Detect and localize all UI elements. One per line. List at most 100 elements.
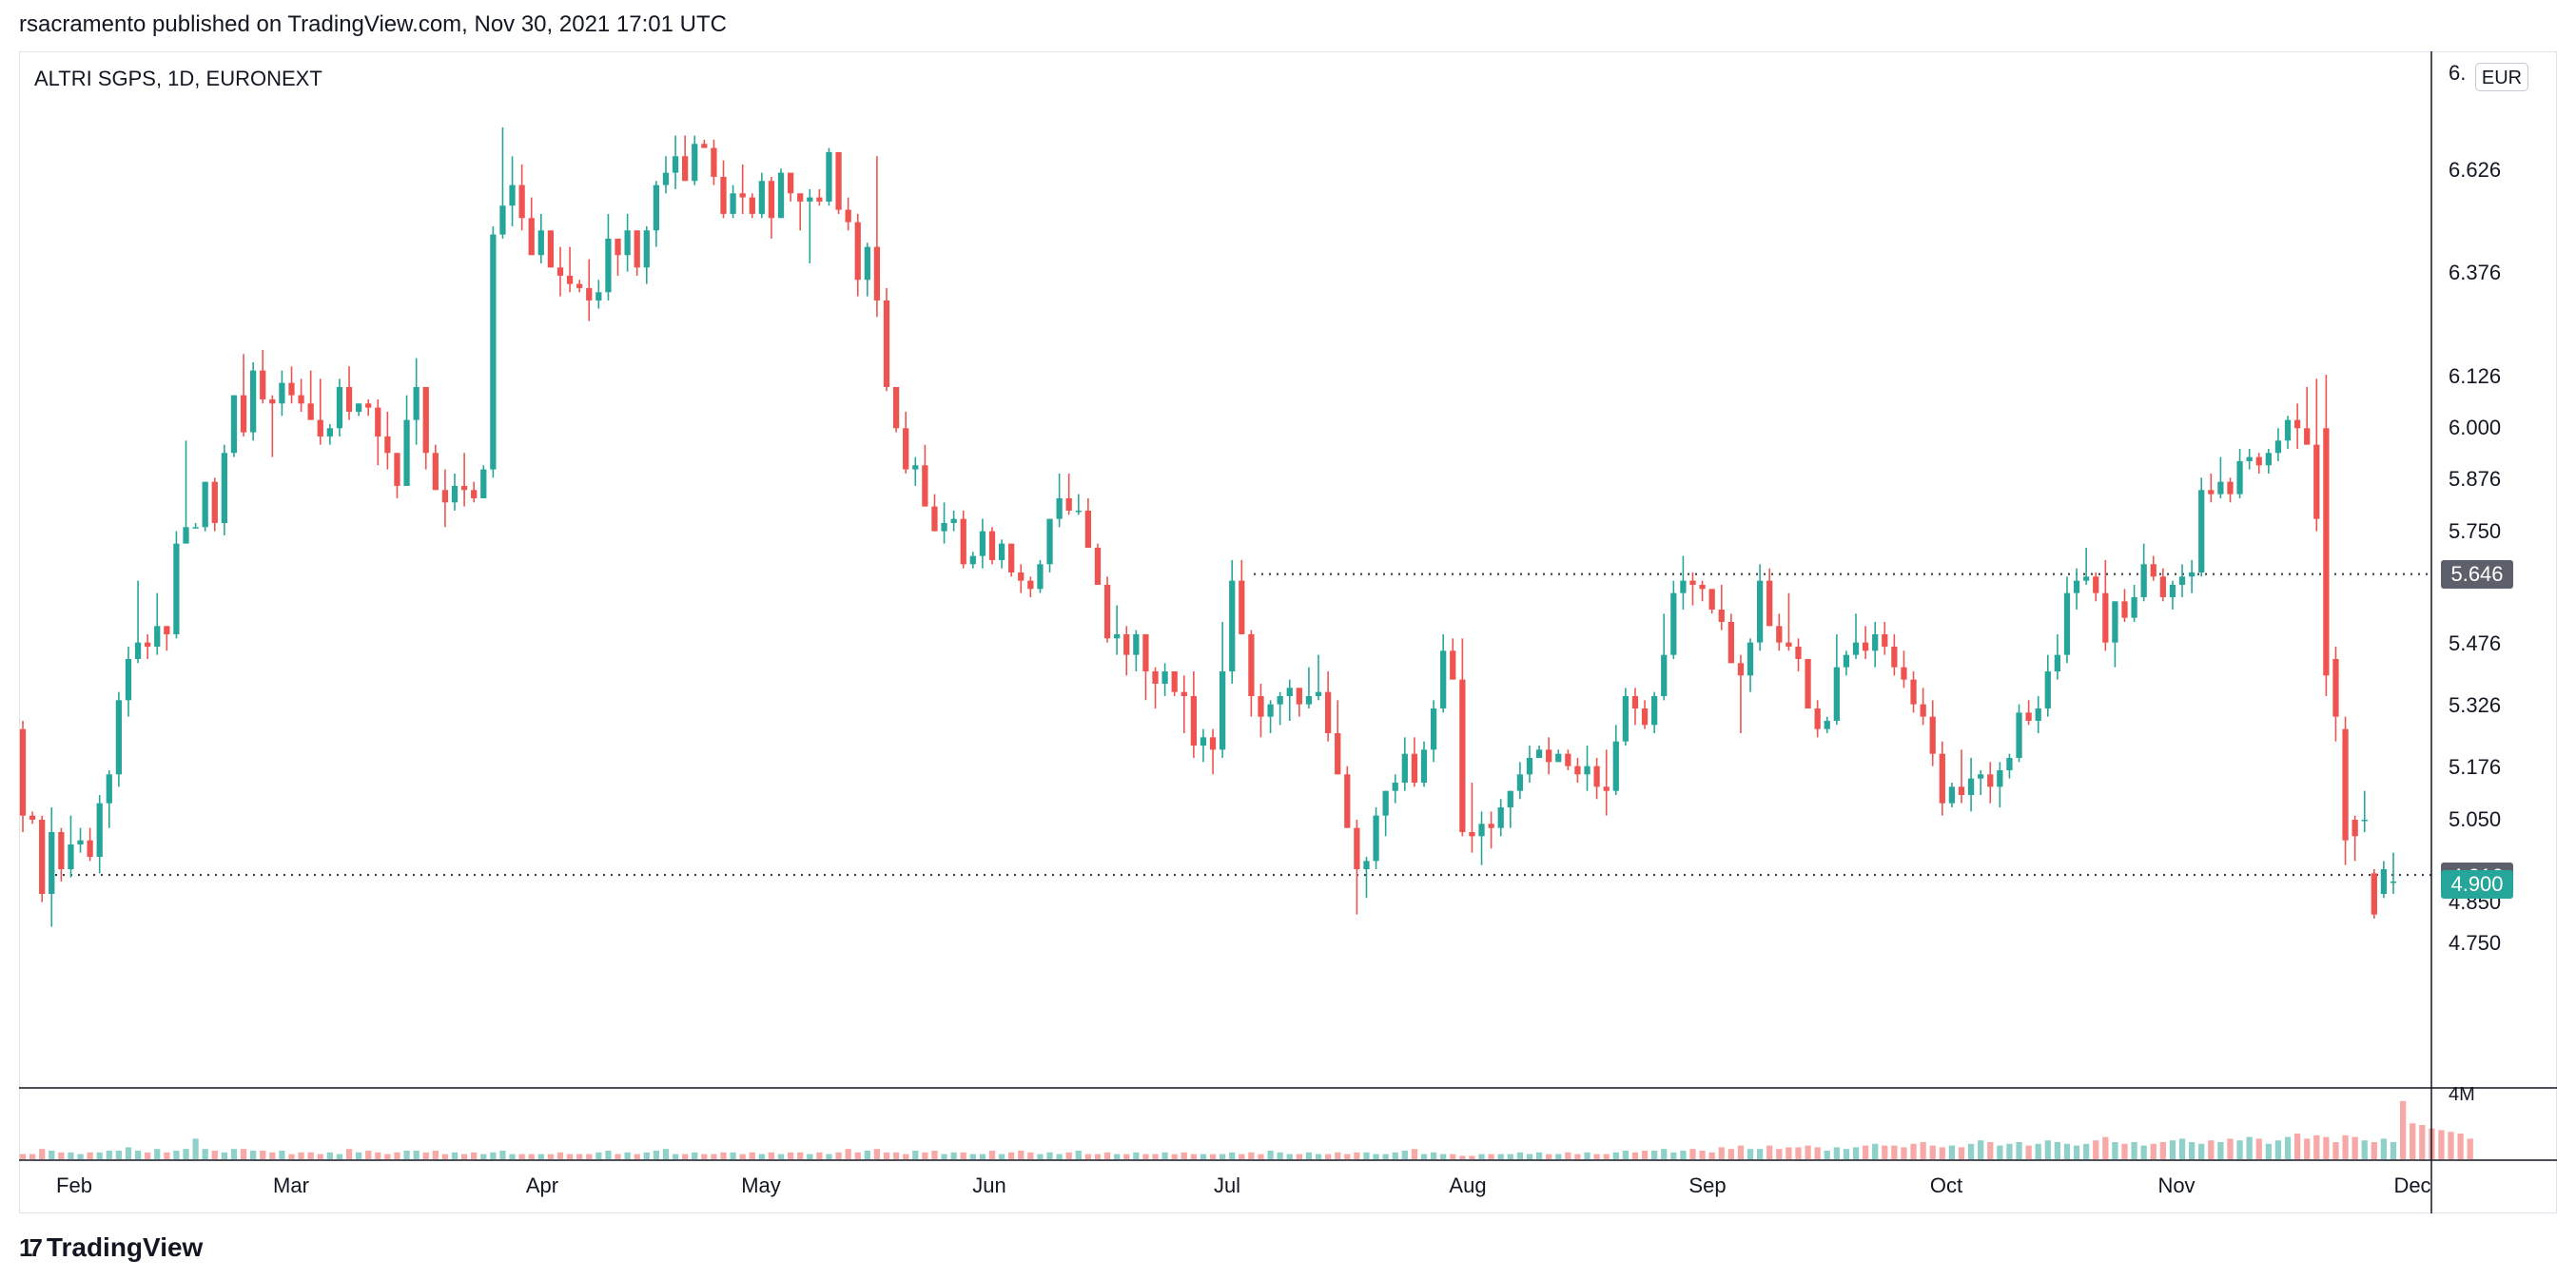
candle-body <box>375 407 381 436</box>
candle <box>1747 638 1754 692</box>
candle-body <box>720 176 727 214</box>
candle-body <box>394 453 400 486</box>
candle-body <box>403 419 410 486</box>
candle <box>2073 568 2080 610</box>
volume-bar <box>2255 1138 2262 1159</box>
candle <box>1862 626 1869 659</box>
volume-bar <box>576 1154 583 1159</box>
volume-bar <box>336 1154 343 1159</box>
candle-body <box>2208 490 2215 495</box>
candle <box>797 193 804 231</box>
volume-bar <box>1718 1147 1725 1159</box>
candle <box>173 531 180 639</box>
candle <box>1075 494 1082 515</box>
candle <box>441 469 449 528</box>
volume-bar <box>2025 1145 2032 1159</box>
candle <box>49 806 55 927</box>
candle <box>2112 601 2118 668</box>
candle <box>1958 749 1965 804</box>
candle <box>1920 688 1926 726</box>
candle-body <box>2236 460 2243 495</box>
candle-body <box>1161 670 1168 684</box>
candle <box>1756 564 1764 651</box>
candle <box>1641 700 1649 729</box>
candle <box>739 164 746 214</box>
volume-bar <box>1497 1154 1504 1159</box>
candle-body <box>1171 670 1178 692</box>
volume-bar <box>1315 1154 1322 1159</box>
volume-bar <box>1133 1152 1140 1159</box>
candle <box>1459 638 1466 837</box>
volume-bar <box>1872 1143 1879 1159</box>
volume-bar <box>2140 1145 2147 1159</box>
volume-bar <box>1171 1154 1178 1159</box>
candle <box>537 213 544 263</box>
candle-body <box>1335 732 1341 775</box>
candle <box>2131 584 2137 622</box>
volume-bar <box>595 1152 602 1159</box>
volume-bar <box>115 1151 123 1159</box>
candle-body <box>1286 688 1293 696</box>
candle-body <box>1075 510 1082 513</box>
candle <box>2178 564 2186 597</box>
candle <box>1478 811 1485 865</box>
volume-bar <box>730 1152 736 1159</box>
volume-bar <box>768 1152 775 1159</box>
candle-body <box>969 555 976 565</box>
candle-body <box>998 543 1005 560</box>
volume-bar <box>1920 1142 1926 1159</box>
candle-body <box>807 197 813 202</box>
volume-bar <box>1123 1154 1130 1159</box>
volume-bar <box>1142 1154 1149 1159</box>
volume-bar <box>1084 1154 1092 1159</box>
candle <box>1978 769 1984 795</box>
candle <box>480 465 487 498</box>
candle-body <box>1843 654 1850 668</box>
candle <box>777 168 785 219</box>
candle-body <box>739 193 746 198</box>
volume-bar <box>1363 1152 1370 1159</box>
candle-body <box>624 230 631 256</box>
candle-body <box>326 428 333 436</box>
volume-bar <box>787 1152 794 1159</box>
candle <box>624 213 631 272</box>
candle-body <box>1459 679 1466 832</box>
candle <box>2352 815 2358 862</box>
candle-body <box>269 398 276 404</box>
candle-body <box>1401 753 1408 783</box>
volume-bar <box>154 1149 161 1159</box>
volume-bar <box>2274 1140 2282 1159</box>
price-tag: 4.900 <box>2441 869 2513 899</box>
volume-bar <box>39 1149 46 1159</box>
candle-body <box>1084 510 1092 548</box>
candle <box>1526 745 1533 783</box>
candle-body <box>1190 695 1197 746</box>
volume-bar <box>1699 1151 1706 1159</box>
price-tag: 5.646 <box>2441 559 2513 589</box>
volume-bar <box>260 1151 266 1159</box>
volume-bar <box>460 1154 468 1159</box>
candle <box>2102 559 2109 651</box>
volume-bar <box>615 1154 621 1159</box>
candle-body <box>164 626 170 634</box>
volume-bar <box>2035 1143 2041 1159</box>
volume-bar <box>797 1152 804 1159</box>
candle <box>1267 700 1274 733</box>
candle-body <box>1910 679 1917 705</box>
candle <box>2121 589 2128 622</box>
candle-body <box>1593 766 1600 787</box>
volume-bar <box>1239 1154 1245 1159</box>
candle-body <box>1239 580 1245 634</box>
volume-bar <box>1181 1152 1187 1159</box>
candle <box>2380 861 2388 899</box>
candle-body <box>672 156 679 173</box>
candle-body <box>1258 695 1264 717</box>
candle <box>145 633 151 659</box>
candle <box>1939 741 1945 816</box>
tradingview-logo[interactable]: 17 TradingView <box>19 1232 203 1263</box>
volume-bar <box>1440 1154 1447 1159</box>
candle <box>1661 613 1668 701</box>
candle <box>1133 630 1140 671</box>
candle <box>1382 790 1389 837</box>
currency-badge[interactable]: EUR <box>2475 63 2528 91</box>
